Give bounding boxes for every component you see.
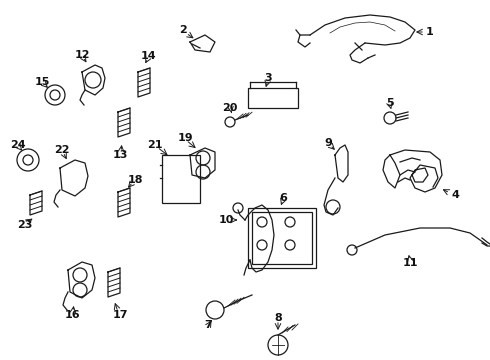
Text: 14: 14: [140, 51, 156, 61]
Bar: [162, 155, 200, 203]
Text: 12: 12: [74, 50, 90, 60]
Text: 3: 3: [264, 73, 272, 83]
Text: 11: 11: [402, 258, 418, 268]
Bar: [252, 212, 312, 264]
Text: 24: 24: [10, 140, 26, 150]
Text: 21: 21: [147, 140, 163, 150]
Text: 23: 23: [17, 220, 33, 230]
Text: 7: 7: [204, 320, 212, 330]
Text: 17: 17: [112, 310, 128, 320]
Text: 15: 15: [34, 77, 49, 87]
Text: 19: 19: [177, 133, 193, 143]
Text: 22: 22: [54, 145, 70, 155]
Text: 5: 5: [386, 98, 394, 108]
Text: 13: 13: [112, 150, 128, 160]
Text: 6: 6: [279, 193, 287, 203]
Text: 8: 8: [274, 313, 282, 323]
Text: 10: 10: [219, 215, 234, 225]
Bar: [248, 88, 298, 108]
Text: 4: 4: [451, 190, 459, 200]
Bar: [248, 208, 316, 268]
Text: 1: 1: [426, 27, 434, 37]
Text: 2: 2: [179, 25, 187, 35]
Text: 18: 18: [127, 175, 143, 185]
Text: 9: 9: [324, 138, 332, 148]
Text: 20: 20: [222, 103, 238, 113]
Text: 16: 16: [64, 310, 80, 320]
